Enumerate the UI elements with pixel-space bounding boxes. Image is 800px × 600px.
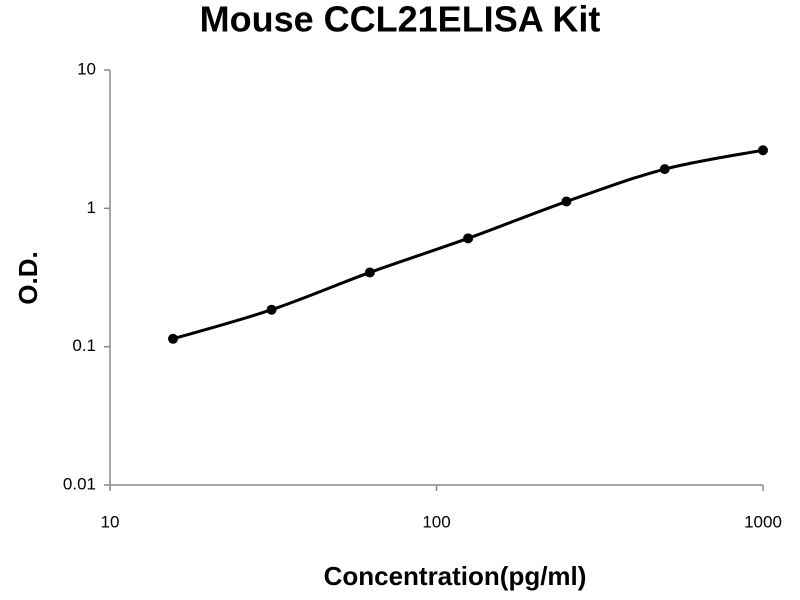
point <box>561 196 572 207</box>
y-axis-label: O.D. <box>13 251 43 304</box>
point <box>364 267 375 278</box>
point <box>758 145 768 156</box>
y-tick-label: 0.01 <box>63 474 96 493</box>
point <box>659 164 670 175</box>
chart-title: Mouse CCL21ELISA Kit <box>200 0 601 40</box>
point <box>266 304 277 315</box>
x-axis-label: Concentration(pg/ml) <box>324 561 587 591</box>
y-tick-label: 10 <box>77 59 96 78</box>
x-tick-label: 10 <box>101 512 120 531</box>
y-tick-label: 0.1 <box>72 336 96 355</box>
x-tick-label: 100 <box>422 512 450 531</box>
y-tick-label: 1 <box>87 198 96 217</box>
point <box>463 233 474 244</box>
x-tick-label: 1000 <box>744 512 782 531</box>
point <box>168 333 179 344</box>
